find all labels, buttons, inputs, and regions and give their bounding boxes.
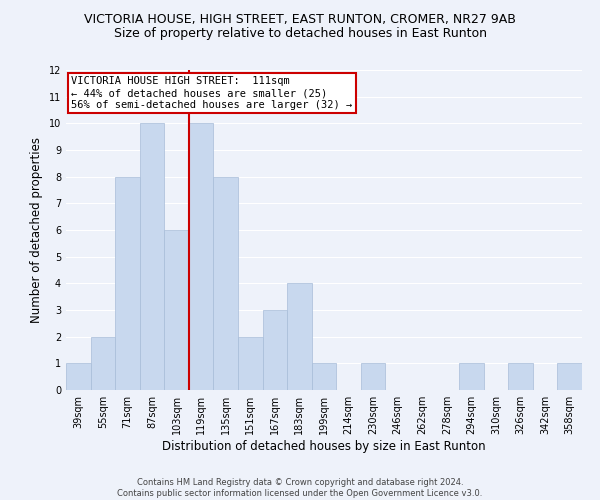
Text: VICTORIA HOUSE, HIGH STREET, EAST RUNTON, CROMER, NR27 9AB: VICTORIA HOUSE, HIGH STREET, EAST RUNTON…	[84, 12, 516, 26]
Bar	[361, 364, 385, 390]
Bar	[91, 336, 115, 390]
Bar	[508, 364, 533, 390]
Bar	[287, 284, 312, 390]
Text: Contains HM Land Registry data © Crown copyright and database right 2024.
Contai: Contains HM Land Registry data © Crown c…	[118, 478, 482, 498]
Bar	[238, 336, 263, 390]
Bar	[189, 124, 214, 390]
Bar	[214, 176, 238, 390]
Bar	[557, 364, 582, 390]
Bar	[164, 230, 189, 390]
Bar	[66, 364, 91, 390]
Bar	[312, 364, 336, 390]
Text: Size of property relative to detached houses in East Runton: Size of property relative to detached ho…	[113, 28, 487, 40]
Bar	[459, 364, 484, 390]
Bar	[263, 310, 287, 390]
Bar	[140, 124, 164, 390]
Text: VICTORIA HOUSE HIGH STREET:  111sqm
← 44% of detached houses are smaller (25)
56: VICTORIA HOUSE HIGH STREET: 111sqm ← 44%…	[71, 76, 352, 110]
X-axis label: Distribution of detached houses by size in East Runton: Distribution of detached houses by size …	[162, 440, 486, 453]
Y-axis label: Number of detached properties: Number of detached properties	[30, 137, 43, 323]
Bar	[115, 176, 140, 390]
